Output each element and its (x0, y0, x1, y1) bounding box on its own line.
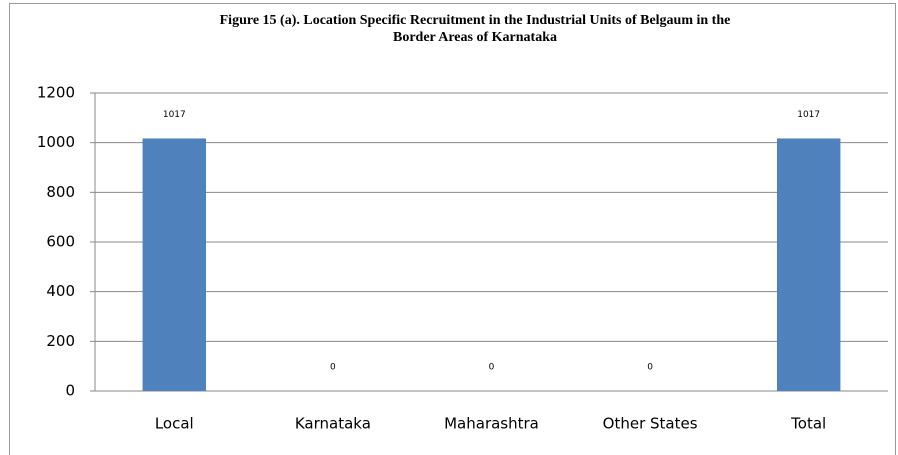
y-tick-label: 400 (46, 282, 75, 300)
chart-title: Border Areas of Karnataka (393, 30, 557, 45)
data-label: 0 (647, 363, 653, 373)
y-tick-label: 600 (46, 233, 75, 251)
x-tick-label: Total (790, 415, 826, 433)
x-tick-label: Karnataka (295, 415, 371, 433)
data-label: 0 (489, 363, 495, 373)
y-tick-label: 200 (46, 332, 75, 350)
chart-frame (9, 3, 896, 455)
y-tick-label: 0 (65, 382, 75, 400)
data-label: 1017 (797, 110, 820, 120)
chart-title: Figure 15 (a). Location Specific Recruit… (220, 13, 731, 28)
y-tick-label: 800 (46, 183, 75, 201)
y-tick-label: 1200 (37, 84, 75, 102)
data-label: 1017 (163, 110, 186, 120)
x-tick-label: Local (155, 415, 194, 433)
data-label: 0 (330, 363, 336, 373)
x-tick-label: Maharashtra (444, 415, 539, 433)
x-tick-label: Other States (603, 415, 698, 433)
y-tick-label: 1000 (37, 133, 75, 151)
bar (776, 138, 841, 391)
bar (142, 138, 207, 391)
